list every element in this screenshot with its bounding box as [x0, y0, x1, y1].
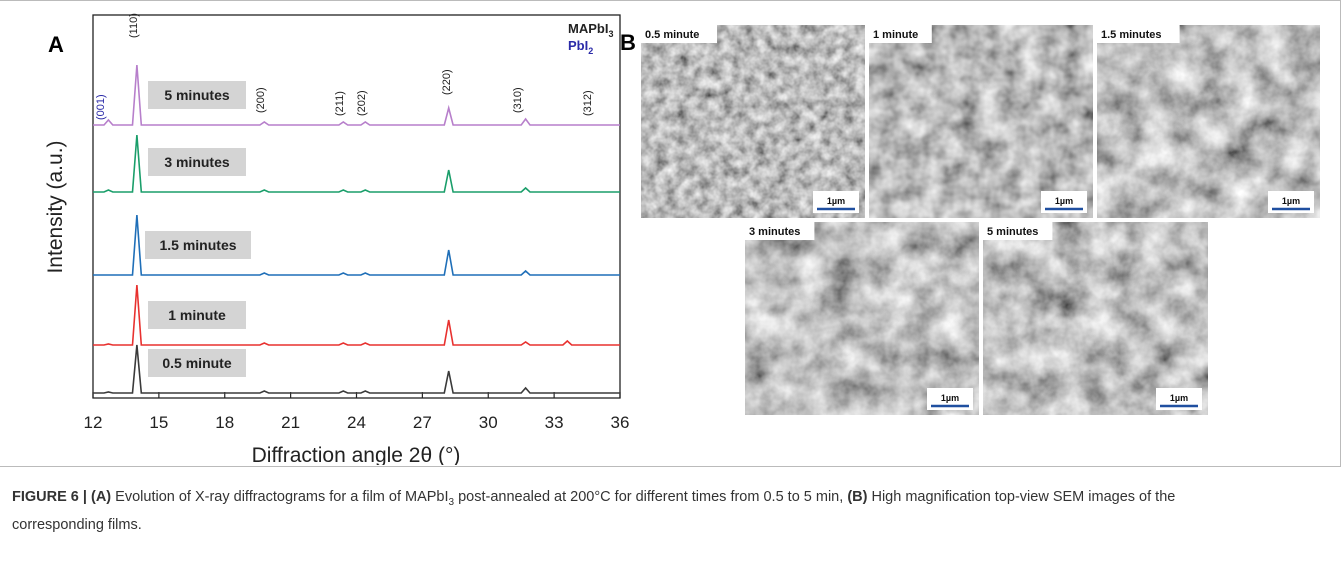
sem-label: 1 minute	[873, 29, 918, 41]
sem-image	[1097, 25, 1320, 218]
x-tick-label: 36	[611, 413, 630, 432]
xrd-trace	[93, 64, 620, 126]
y-axis-label: Intensity (a.u.)	[44, 140, 67, 273]
x-tick-label: 27	[413, 413, 432, 432]
legend-sub: 3	[608, 29, 613, 39]
peak-label: (211)	[334, 91, 346, 116]
sem-label: 5 minutes	[987, 226, 1038, 238]
panel-label: B	[620, 30, 636, 55]
sem-image	[641, 25, 865, 218]
scale-bar-bg	[927, 388, 973, 410]
caption-a: (A)	[91, 489, 112, 505]
x-tick-label: 12	[84, 413, 103, 432]
xrd-trace	[93, 344, 620, 394]
legend-box	[148, 148, 246, 176]
sem-image	[983, 222, 1208, 415]
x-tick-label: 33	[545, 413, 564, 432]
legend-box	[148, 349, 246, 377]
legend-entry: MAPbI3	[568, 21, 613, 39]
peak-label: (001)	[95, 94, 107, 120]
caption-b: (B)	[847, 489, 868, 505]
peak-label: (220)	[441, 69, 453, 95]
x-tick-label: 18	[215, 413, 234, 432]
sem-label-bg	[641, 25, 717, 43]
scale-bar-label: 1µm	[1055, 196, 1073, 206]
figure-frame	[0, 0, 1341, 467]
sem-label: 0.5 minute	[645, 29, 699, 41]
x-tick-label: 21	[281, 413, 300, 432]
scale-bar-label: 1µm	[1282, 196, 1300, 206]
legend-label: 0.5 minute	[162, 355, 231, 371]
xrd-trace	[93, 214, 620, 276]
x-axis-label: Diffraction angle 2θ (°)	[252, 444, 461, 465]
scale-bar-bg	[1156, 388, 1202, 410]
x-tick-label: 15	[149, 413, 168, 432]
x-tick-label: 30	[479, 413, 498, 432]
scale-bar-bg	[1041, 191, 1087, 213]
plot-frame	[92, 14, 621, 399]
sem-label: 3 minutes	[749, 226, 800, 238]
caption: FIGURE 6 | (A) Evolution of X-ray diffra…	[12, 486, 1212, 536]
peak-label: (200)	[255, 87, 267, 113]
sem-label-bg	[983, 222, 1053, 240]
caption-text: post-annealed at 200°C for different tim…	[454, 489, 848, 505]
legend-box	[148, 81, 246, 109]
sem-label-bg	[1097, 25, 1180, 43]
peak-label: (110)	[128, 13, 140, 38]
legend-label: 5 minutes	[164, 87, 230, 103]
panel-label: A	[48, 32, 64, 57]
legend-sub: 2	[588, 46, 593, 56]
sem-image	[869, 25, 1093, 218]
legend-label: 1 minute	[168, 307, 226, 323]
scale-bar-bg	[1268, 191, 1314, 213]
xrd-trace	[93, 134, 620, 193]
sem-label-bg	[745, 222, 815, 240]
peak-label: (312)	[582, 90, 594, 116]
sem-image	[745, 222, 979, 415]
legend-box	[145, 231, 251, 259]
peak-label: (202)	[356, 90, 368, 116]
caption-sub: 3	[448, 496, 455, 508]
scale-bar-bg	[813, 191, 859, 213]
caption-text: High magnification top-view SEM images o…	[12, 489, 1176, 533]
legend-label: 1.5 minutes	[159, 237, 236, 253]
scale-bar-label: 1µm	[827, 196, 845, 206]
figure: A B Diffraction angle 2θ (°) Intensity (…	[44, 13, 1320, 465]
xrd-trace	[93, 284, 620, 346]
sem-label-bg	[869, 25, 932, 43]
sem-label: 1.5 minutes	[1101, 29, 1162, 41]
scale-bar-label: 1µm	[1170, 393, 1188, 403]
legend-entry: PbI2	[568, 38, 593, 56]
x-tick-label: 24	[347, 413, 366, 432]
caption-label: FIGURE 6 |	[12, 489, 87, 505]
caption-text: Evolution of X-ray diffractograms for a …	[111, 489, 449, 505]
legend-label: 3 minutes	[164, 154, 230, 170]
legend-text: PbI	[568, 38, 588, 53]
legend-box	[148, 301, 246, 329]
peak-label: (310)	[512, 87, 524, 113]
legend-text: MAPbI	[568, 21, 608, 36]
scale-bar-label: 1µm	[941, 393, 959, 403]
